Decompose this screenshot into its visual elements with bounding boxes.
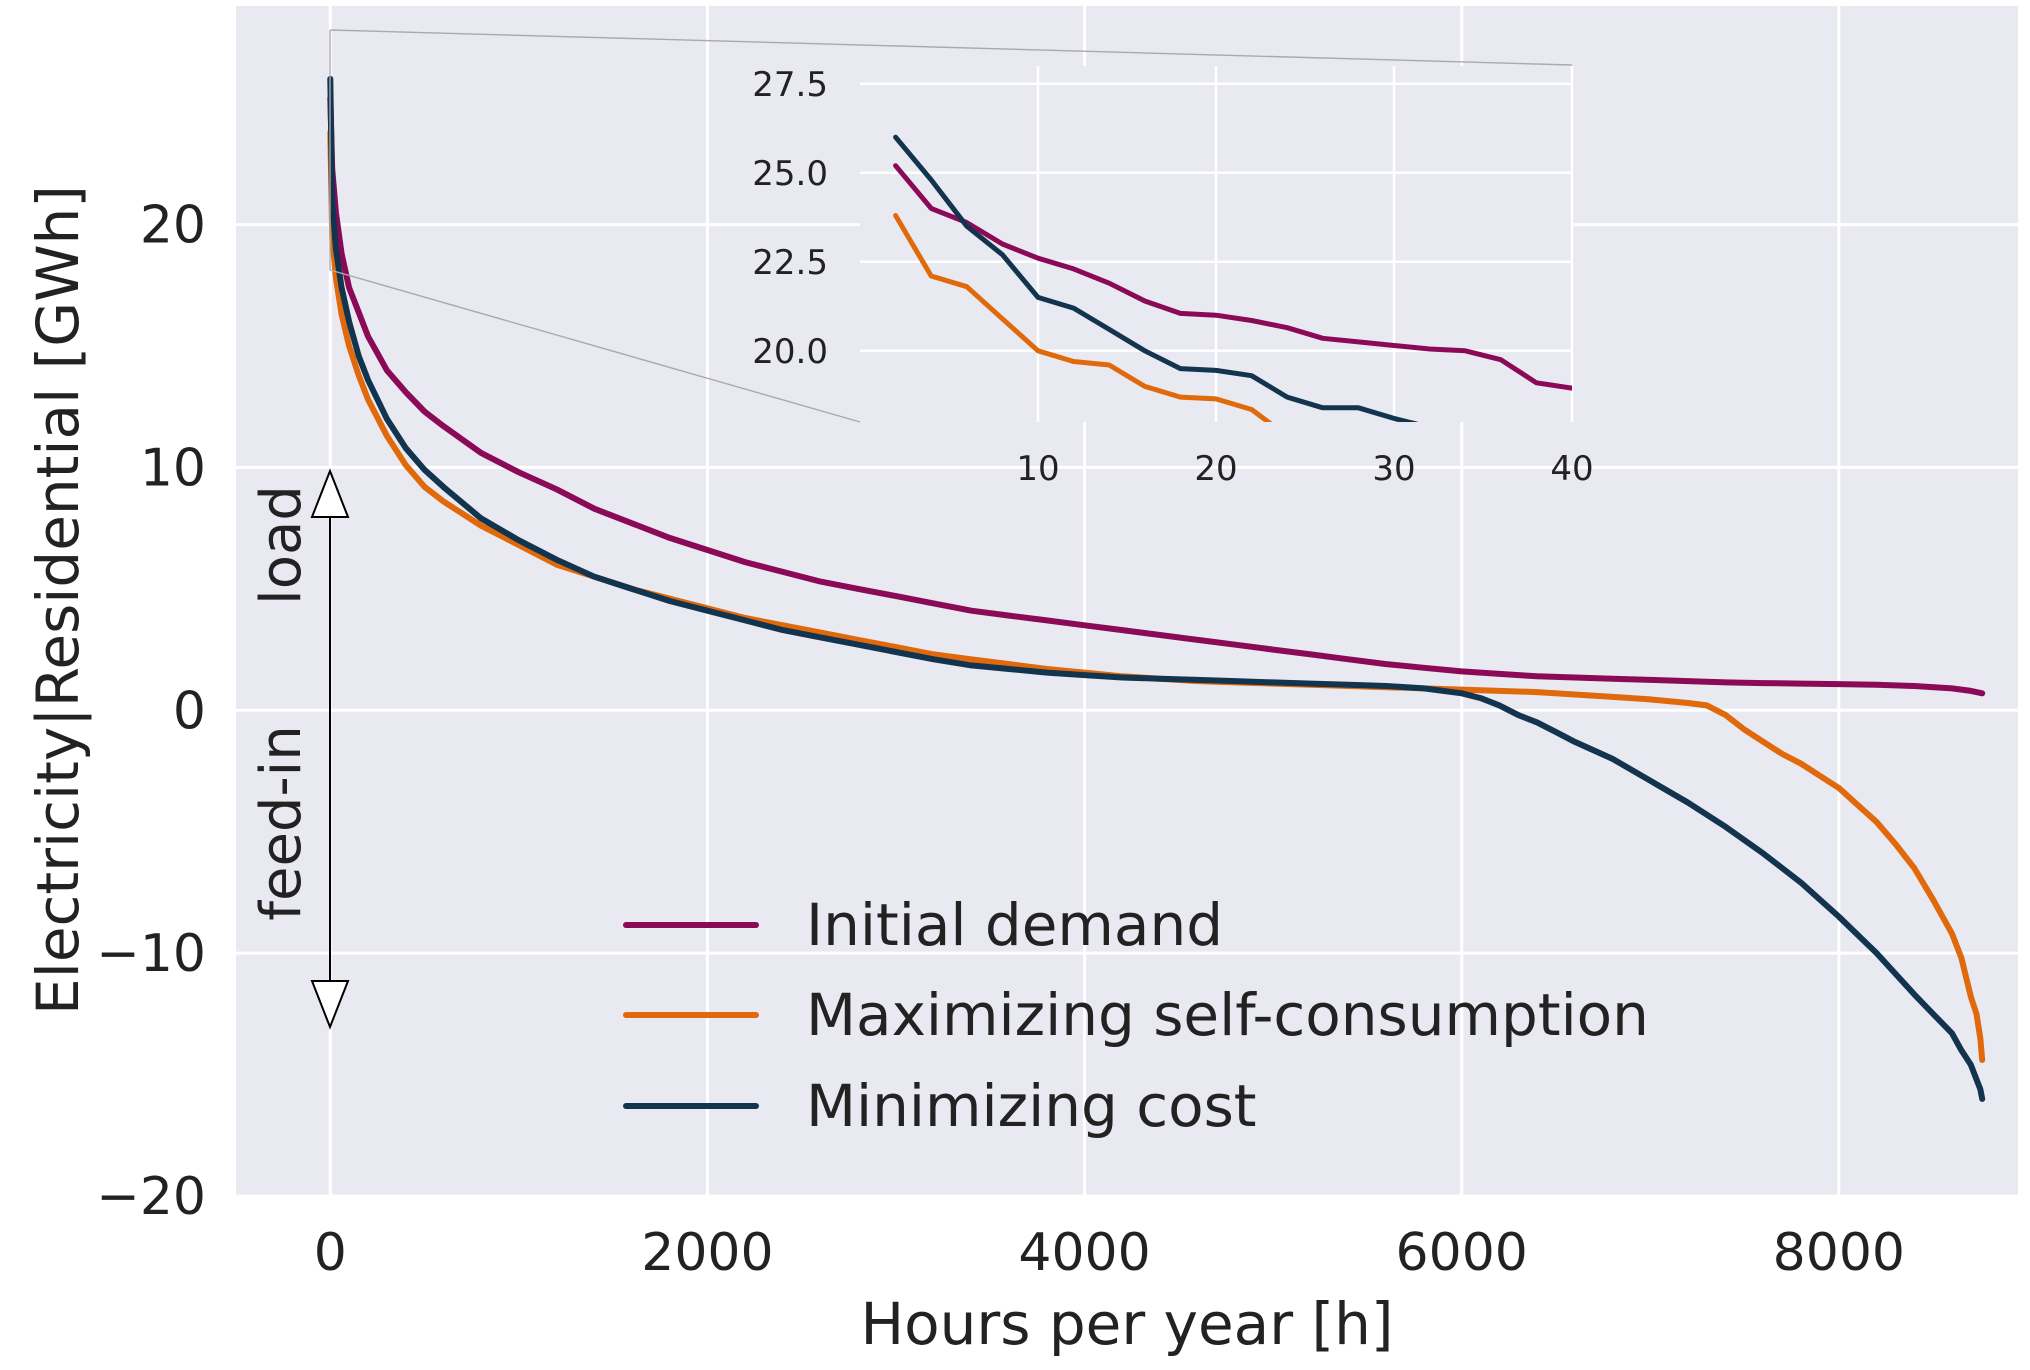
y-axis-title: Electricity|Residential [GWh]	[24, 185, 92, 1015]
x-tick-label: 2000	[641, 1223, 773, 1283]
main-series	[327, 75, 1986, 1102]
legend: Initial demand Maximizing self-consumpti…	[623, 891, 1649, 1140]
main-ticks: 0 2000 4000 6000 8000 −20 −10 0 10 20	[96, 196, 1905, 1283]
series-line-2	[327, 75, 1986, 1102]
load-label: load	[249, 485, 314, 605]
zoom-connector-line	[329, 269, 861, 423]
y-tick-label: 10	[140, 438, 206, 498]
inset-y-tick-label: 20.0	[752, 332, 828, 372]
inset-ticks: 10 20 30 40 20.0 22.5 25.0 27.5	[752, 65, 1593, 489]
load-feedin-arrow	[310, 468, 350, 1030]
arrow-head-up-icon	[310, 468, 350, 518]
x-tick-label: 0	[314, 1223, 347, 1283]
legend-label-initial-demand: Initial demand	[806, 891, 1223, 959]
zoom-connector-line	[329, 29, 1573, 66]
x-axis-title: Hours per year [h]	[861, 1290, 1394, 1358]
x-tick-label: 8000	[1773, 1223, 1905, 1283]
inset-series-line-0	[893, 163, 1572, 391]
inset-y-tick-label: 22.5	[752, 243, 828, 283]
inset-x-tick-label: 40	[1550, 449, 1593, 489]
y-tick-label: 0	[173, 681, 206, 741]
inset-x-tick-label: 10	[1016, 449, 1059, 489]
y-tick-label: −20	[96, 1167, 206, 1227]
series-line-0	[327, 95, 1986, 697]
legend-label-minimizing-cost: Minimizing cost	[806, 1072, 1257, 1140]
inset-x-tick-label: 20	[1194, 449, 1237, 489]
inset-series-line-1	[893, 213, 1273, 422]
inset-y-tick-label: 25.0	[752, 154, 828, 194]
y-tick-label: 20	[140, 196, 206, 256]
legend-label-self-consumption: Maximizing self-consumption	[806, 981, 1649, 1049]
feedin-label: feed-in	[249, 725, 314, 920]
arrow-head-down-icon	[310, 980, 350, 1030]
inset-y-tick-label: 27.5	[752, 65, 828, 105]
x-tick-label: 6000	[1396, 1223, 1528, 1283]
x-tick-label: 4000	[1018, 1223, 1150, 1283]
inset-series-line-2	[893, 134, 1419, 422]
inset-series	[893, 134, 1572, 422]
inset-x-tick-label: 30	[1372, 449, 1415, 489]
y-tick-label: −10	[96, 924, 206, 984]
